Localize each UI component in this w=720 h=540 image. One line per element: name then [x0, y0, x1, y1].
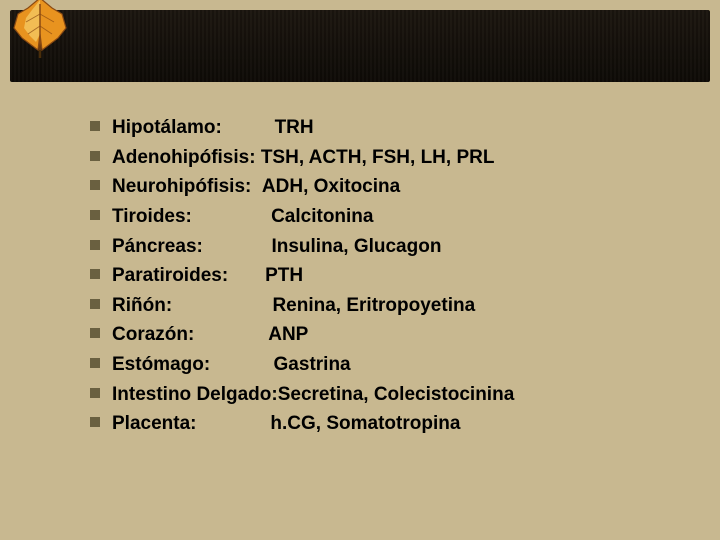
item-value: Gastrina: [274, 352, 351, 378]
item-label: Corazón:: [112, 322, 268, 348]
list-item: Paratiroides: PTH: [90, 263, 680, 289]
list-item: Corazón: ANP: [90, 322, 680, 348]
bullet-icon: [90, 121, 100, 131]
item-value: PTH: [265, 263, 303, 289]
item-label: Neurohipófisis:: [112, 174, 262, 200]
decorative-top-band: [10, 10, 710, 82]
list-item-text: Adenohipófisis: TSH, ACTH, FSH, LH, PRL: [112, 145, 494, 171]
item-label: Hipotálamo:: [112, 115, 275, 141]
item-label: Estómago:: [112, 352, 274, 378]
item-label: Páncreas:: [112, 234, 271, 260]
item-label: Paratiroides:: [112, 263, 265, 289]
item-value: Insulina, Glucagon: [271, 234, 441, 260]
list-item-text: Páncreas: Insulina, Glucagon: [112, 234, 441, 260]
list-item: Riñón: Renina, Eritropoyetina: [90, 293, 680, 319]
item-label: Adenohipófisis:: [112, 145, 261, 171]
item-value: TRH: [275, 115, 314, 141]
bullet-icon: [90, 388, 100, 398]
item-label: Riñón:: [112, 293, 272, 319]
list-item: Hipotálamo: TRH: [90, 115, 680, 141]
bullet-icon: [90, 269, 100, 279]
item-value: ADH, Oxitocina: [262, 174, 400, 200]
leaf-icon: [8, 0, 72, 58]
item-value: Secretina, Colecistocinina: [278, 382, 515, 408]
list-item-text: Tiroides: Calcitonina: [112, 204, 373, 230]
list-item-text: Corazón: ANP: [112, 322, 308, 348]
list-item-text: Estómago: Gastrina: [112, 352, 351, 378]
list-item: Placenta: h.CG, Somatotropina: [90, 411, 680, 437]
item-value: ANP: [268, 322, 308, 348]
bullet-icon: [90, 358, 100, 368]
list-item: Tiroides: Calcitonina: [90, 204, 680, 230]
item-value: TSH, ACTH, FSH, LH, PRL: [261, 145, 495, 171]
item-label: Placenta:: [112, 411, 270, 437]
list-item: Páncreas: Insulina, Glucagon: [90, 234, 680, 260]
list-item-text: Placenta: h.CG, Somatotropina: [112, 411, 460, 437]
list-item: Intestino Delgado: Secretina, Colecistoc…: [90, 382, 680, 408]
list-item-text: Neurohipófisis: ADH, Oxitocina: [112, 174, 400, 200]
bullet-icon: [90, 151, 100, 161]
bullet-icon: [90, 328, 100, 338]
item-value: Renina, Eritropoyetina: [272, 293, 475, 319]
list-item-text: Intestino Delgado: Secretina, Colecistoc…: [112, 382, 514, 408]
list-item-text: Hipotálamo: TRH: [112, 115, 314, 141]
item-label: Tiroides:: [112, 204, 271, 230]
item-label: Intestino Delgado:: [112, 382, 278, 408]
bullet-icon: [90, 210, 100, 220]
bullet-icon: [90, 180, 100, 190]
bullet-icon: [90, 417, 100, 427]
item-value: h.CG, Somatotropina: [270, 411, 460, 437]
bullet-icon: [90, 240, 100, 250]
list-item: Neurohipófisis: ADH, Oxitocina: [90, 174, 680, 200]
list-item-text: Riñón: Renina, Eritropoyetina: [112, 293, 475, 319]
bullet-list: Hipotálamo: TRH Adenohipófisis: TSH, ACT…: [90, 115, 680, 441]
list-item-text: Paratiroides: PTH: [112, 263, 303, 289]
bullet-icon: [90, 299, 100, 309]
list-item: Estómago: Gastrina: [90, 352, 680, 378]
item-value: Calcitonina: [271, 204, 373, 230]
list-item: Adenohipófisis: TSH, ACTH, FSH, LH, PRL: [90, 145, 680, 171]
